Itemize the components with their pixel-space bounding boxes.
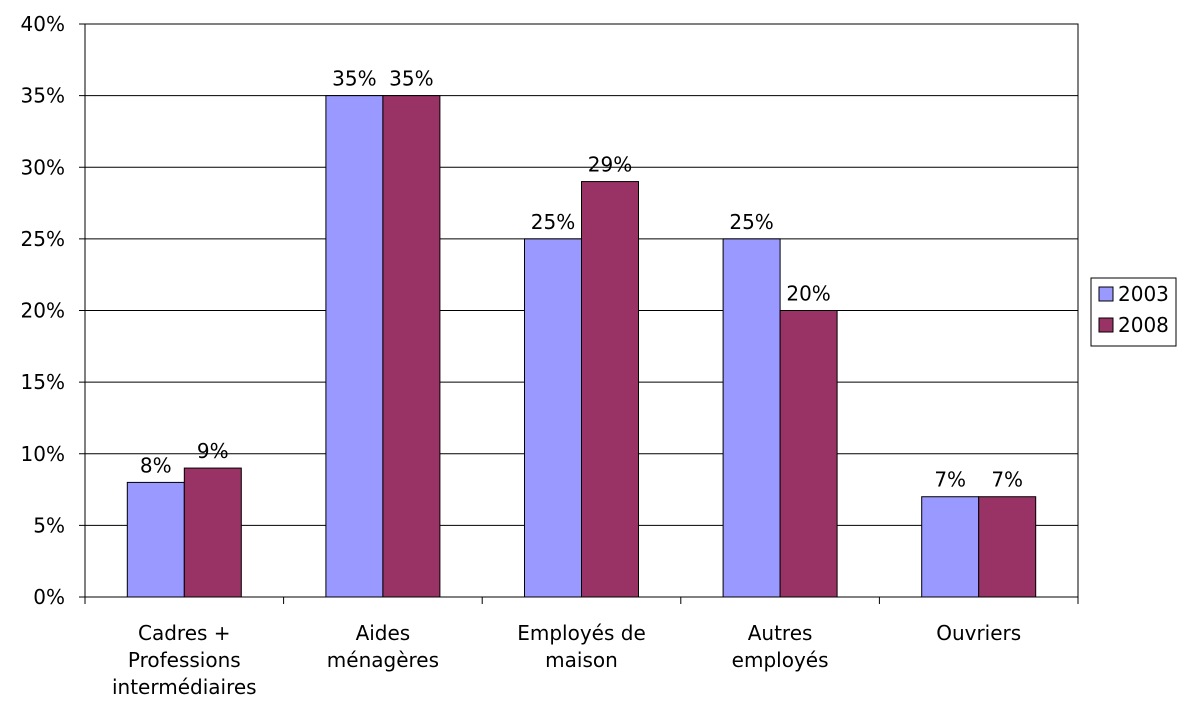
data-label: 25% bbox=[729, 210, 773, 234]
x-category-label: Autres employés bbox=[732, 621, 829, 672]
legend-swatch-2008 bbox=[1098, 317, 1114, 333]
x-category-label: Aides ménagères bbox=[327, 621, 439, 672]
x-category-label-line: intermédiaires bbox=[112, 675, 257, 699]
x-category-label-line: Professions bbox=[128, 648, 241, 672]
x-category-label-line: Cadres + bbox=[138, 621, 231, 645]
data-label: 25% bbox=[531, 210, 575, 234]
data-label: 35% bbox=[332, 67, 376, 91]
y-tick-label: 25% bbox=[21, 227, 65, 251]
bar-2008-4 bbox=[978, 496, 1037, 598]
x-category-label-line: maison bbox=[545, 648, 618, 672]
y-tick-label: 10% bbox=[21, 442, 65, 466]
y-tick-label: 35% bbox=[21, 84, 65, 108]
y-tick-label: 15% bbox=[21, 370, 65, 394]
legend-label: 2003 bbox=[1118, 282, 1169, 306]
bar-2003-2 bbox=[524, 238, 582, 598]
data-label: 35% bbox=[389, 67, 433, 91]
data-label: 29% bbox=[588, 153, 632, 177]
y-tick-label: 20% bbox=[21, 299, 65, 323]
data-label: 7% bbox=[934, 468, 966, 492]
y-tick-label: 5% bbox=[33, 513, 65, 537]
bar-2008-0 bbox=[183, 467, 242, 598]
data-label: 20% bbox=[786, 282, 830, 306]
bar-2008-1 bbox=[382, 95, 441, 598]
bar-2003-0 bbox=[126, 481, 185, 598]
bars bbox=[126, 95, 1037, 598]
legend: 2003 2008 bbox=[1090, 277, 1177, 347]
x-category-label: Ouvriers bbox=[936, 621, 1021, 645]
data-label: 7% bbox=[991, 468, 1023, 492]
y-tick-label: 40% bbox=[21, 12, 65, 36]
bar-2008-3 bbox=[779, 310, 838, 598]
x-category-label: Employés de maison bbox=[517, 621, 646, 672]
bar-2008-2 bbox=[581, 181, 639, 598]
bar-2003-3 bbox=[722, 238, 781, 598]
data-label: 9% bbox=[197, 439, 229, 463]
x-category-label-line: ménagères bbox=[327, 648, 439, 672]
data-label: 8% bbox=[140, 453, 172, 477]
legend-label: 2008 bbox=[1118, 313, 1169, 337]
bar-2003-4 bbox=[921, 496, 980, 598]
x-category-label-line: Ouvriers bbox=[936, 621, 1021, 645]
x-category-label: Cadres + Professions intermédiaires bbox=[112, 621, 257, 699]
bar-2003-1 bbox=[325, 95, 384, 598]
x-category-label-line: employés bbox=[732, 648, 829, 672]
legend-swatch-2003 bbox=[1098, 286, 1114, 302]
x-category-label-line: Autres bbox=[748, 621, 813, 645]
data-labels: 8% 9% 35% 35% 25% 29% 25% 20% 7% 7% bbox=[140, 67, 1023, 492]
x-category-label-line: Employés de bbox=[517, 621, 646, 645]
x-category-label-line: Aides bbox=[356, 621, 411, 645]
y-tick-label: 0% bbox=[33, 585, 65, 609]
axes: 0% 5% 10% 15% 20% 25% 30% 35% 40% Cadres + Profess… bbox=[21, 12, 1079, 699]
y-tick-label: 30% bbox=[21, 155, 65, 179]
